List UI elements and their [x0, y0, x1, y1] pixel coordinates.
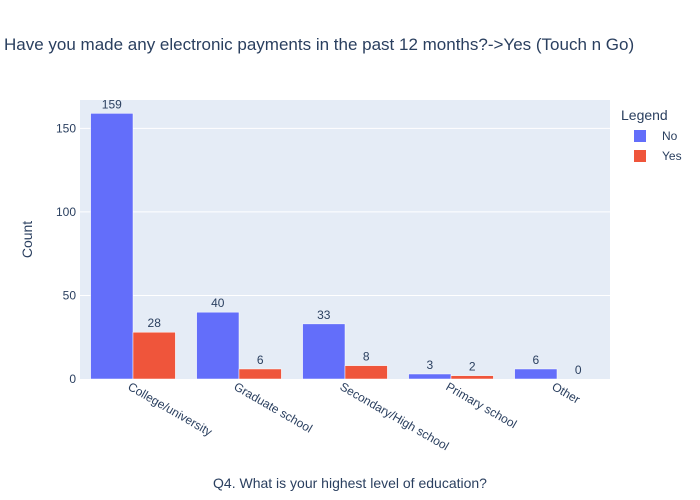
y-tick-label: 100 — [56, 205, 76, 219]
bar-yes-0[interactable] — [132, 331, 176, 380]
legend-title: Legend — [621, 107, 668, 123]
data-label: 3 — [426, 358, 433, 372]
legend[interactable]: Legend No Yes — [621, 107, 682, 163]
data-label: 6 — [532, 353, 539, 367]
bars — [90, 113, 558, 380]
x-tick-label: Primary school — [444, 379, 520, 431]
data-labels: 159 28 40 6 33 8 3 2 6 0 — [102, 97, 582, 377]
legend-label-no: No — [662, 129, 678, 143]
y-gridlines — [80, 127, 610, 296]
data-label: 159 — [102, 97, 122, 111]
x-axis-ticks: College/university Graduate school Seconda… — [126, 379, 583, 453]
bar-no-1[interactable] — [196, 311, 240, 380]
y-axis-ticks: 0 50 100 150 — [56, 121, 76, 386]
bar-no-0[interactable] — [90, 113, 134, 380]
data-label: 28 — [148, 316, 162, 330]
x-tick-label: College/university — [126, 379, 215, 438]
bar-yes-1[interactable] — [238, 368, 282, 380]
bar-no-4[interactable] — [514, 368, 558, 380]
bar-no-2[interactable] — [302, 323, 346, 380]
data-label: 40 — [211, 296, 225, 310]
x-tick-label: Other — [550, 379, 583, 406]
legend-swatch-yes[interactable] — [634, 150, 646, 162]
data-label: 6 — [257, 353, 264, 367]
y-tick-label: 0 — [69, 372, 76, 386]
data-label: 33 — [317, 308, 331, 322]
bar-no-3[interactable] — [408, 373, 452, 380]
bar-yes-3[interactable] — [450, 375, 494, 380]
y-tick-label: 50 — [63, 288, 77, 302]
data-label: 0 — [575, 363, 582, 377]
x-tick-label: Secondary/High school — [338, 379, 452, 453]
legend-swatch-no[interactable] — [634, 130, 646, 142]
data-label: 8 — [363, 350, 370, 364]
y-tick-label: 150 — [56, 121, 76, 135]
legend-label-yes: Yes — [662, 149, 682, 163]
x-axis-title: Q4. What is your highest level of educat… — [213, 475, 487, 491]
chart-title: Have you made any electronic payments in… — [4, 35, 634, 54]
x-tick-label: Graduate school — [232, 379, 315, 435]
data-label: 2 — [469, 360, 476, 374]
bar-yes-2[interactable] — [344, 365, 388, 380]
y-axis-title: Count — [19, 221, 35, 258]
